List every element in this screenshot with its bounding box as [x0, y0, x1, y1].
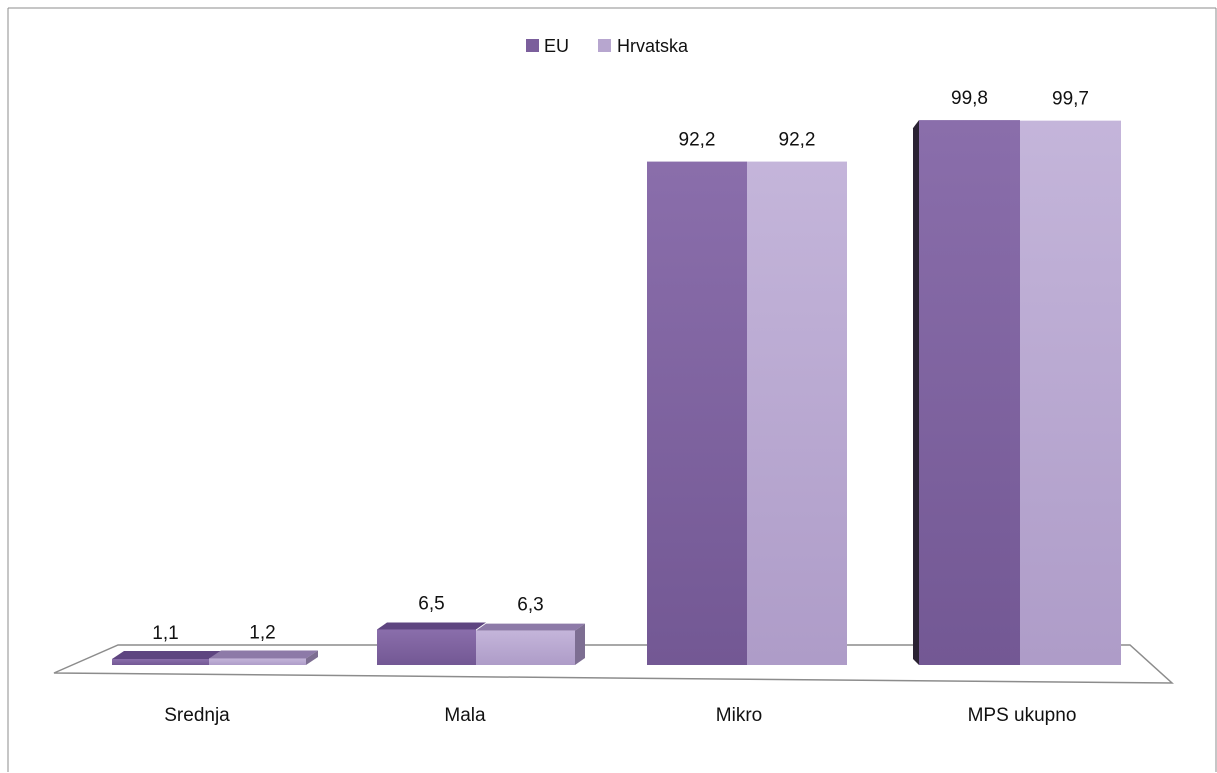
data-label: 92,2: [779, 130, 816, 151]
bar-eu-mikro: [647, 162, 747, 665]
bar-eu-mala: [377, 630, 476, 665]
legend: EU Hrvatska: [526, 36, 689, 56]
bar-hrvatska-mps-ukupno: [1020, 121, 1121, 665]
bar-hrvatska-srednja: [209, 658, 306, 665]
x-tick-label: Mikro: [716, 705, 762, 726]
legend-swatch-eu: [526, 39, 539, 52]
x-axis-labels: Srednja Mala Mikro MPS ukupno: [164, 705, 1076, 726]
bar-eu-mala-top-face: [377, 623, 486, 630]
bar-eu-mps-ukupno: [919, 120, 1020, 665]
x-tick-label: MPS ukupno: [968, 705, 1077, 726]
x-tick-label: Mala: [444, 705, 486, 726]
bar-hrvatska-mikro: [747, 162, 847, 665]
data-label: 6,3: [517, 595, 543, 616]
data-label: 99,7: [1052, 89, 1089, 110]
bar-hrvatska-srednja-top-face: [209, 650, 318, 658]
legend-label-hrvatska: Hrvatska: [617, 36, 689, 56]
bar-eu-mps-ukupno-edge: [913, 120, 919, 665]
data-label: 99,8: [951, 88, 988, 109]
data-label: 1,2: [249, 622, 275, 643]
bar-eu-srednja: [112, 659, 209, 665]
bar-eu-srednja-top-face: [112, 651, 221, 659]
x-tick-label: Srednja: [164, 705, 230, 726]
bar-hrvatska-mala-side-face: [575, 624, 585, 665]
legend-label-eu: EU: [544, 36, 569, 56]
bar-hrvatska-mala-top-face: [476, 624, 585, 631]
bars-group: 1,1 1,2 6,5 6,3 92,2 92,2 99,8 99,7: [112, 88, 1121, 665]
data-label: 92,2: [679, 130, 716, 151]
data-label: 1,1: [152, 623, 178, 644]
legend-swatch-hrvatska: [598, 39, 611, 52]
data-label: 6,5: [418, 594, 444, 615]
bar-hrvatska-mala: [476, 631, 575, 665]
